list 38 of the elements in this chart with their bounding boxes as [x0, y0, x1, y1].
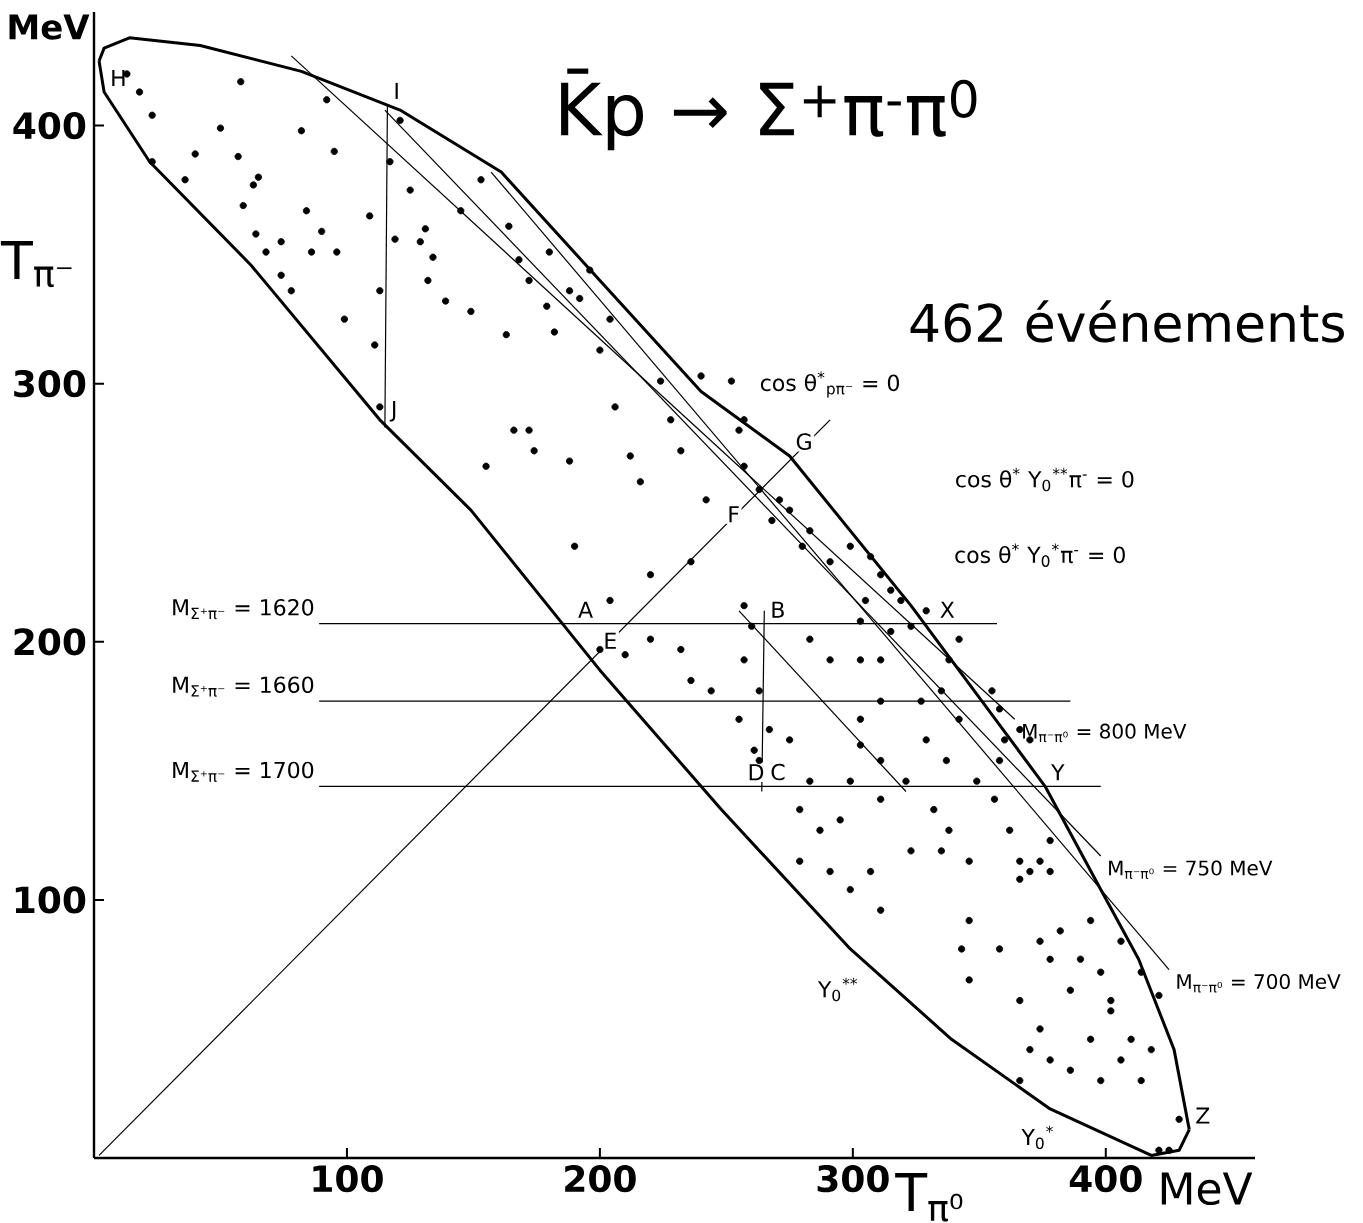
annotation: F: [729, 506, 739, 523]
annotation: A: [578, 601, 593, 618]
y-tick-label: 300: [14, 370, 86, 398]
annotation: Y$_{0}$*: [1021, 1125, 1053, 1150]
x-tick-label: 100: [313, 1165, 383, 1193]
annotation: I: [395, 82, 398, 99]
y-tick-label: 100: [15, 886, 86, 914]
series-label: M$_{Σ⁺π⁻}$ = 1660: [173, 676, 314, 697]
series-label: M$_{π⁻π⁰}$ = 700 MeV: [1177, 973, 1341, 993]
x-tick-label: 400: [1069, 1165, 1142, 1193]
series-label: M$_{π⁻π⁰}$ = 750 MeV: [1109, 860, 1273, 880]
y-tick-label: 400: [13, 111, 86, 140]
text: 462 événements: [910, 300, 1344, 343]
series-label: M$_{Σ⁺π⁻}$ = 1700: [173, 761, 314, 782]
annotation: E: [605, 632, 616, 649]
annotation: J: [389, 401, 396, 422]
x-tick-label: 200: [565, 1165, 636, 1193]
y-axis-title: T$_{π⁻}$: [0, 241, 72, 288]
annotation: cos θ$^{*}$ Y$_{0}$$^{*}$π$^{-}$ = 0: [955, 543, 1125, 567]
annotation: D: [749, 764, 764, 781]
text: MeV: [1161, 1172, 1253, 1206]
annotation: G: [796, 433, 811, 450]
x-axis-title: T$_{π⁰}$: [895, 1173, 963, 1222]
text: K̄p → Σ$^{+}$π$^{-}$π$^{0}$: [561, 68, 977, 151]
series-label: M$_{Σ⁺π⁻}$ = 1620: [173, 599, 314, 620]
series-label: M$_{π⁻π⁰}$ = 800 MeV: [1023, 723, 1187, 743]
annotation: cos θ$^{*}$ Y$_{0}$$^{**}$π$^{-}$ = 0: [956, 467, 1134, 492]
x-tick-label: 300: [817, 1165, 889, 1193]
annotation: Y: [1051, 764, 1065, 781]
y-tick-label: 200: [14, 628, 86, 656]
annotation: Z: [1196, 1107, 1210, 1124]
annotation: cos θ$^{*}$$_{pπ⁻}$ = 0: [760, 371, 899, 398]
annotation: B: [772, 601, 784, 618]
text: MeV: [9, 14, 90, 40]
annotation: X: [940, 601, 955, 618]
annotation: H: [112, 69, 125, 87]
annotation: C: [771, 763, 785, 781]
annotation: Y$_{0}$**: [817, 977, 858, 1002]
